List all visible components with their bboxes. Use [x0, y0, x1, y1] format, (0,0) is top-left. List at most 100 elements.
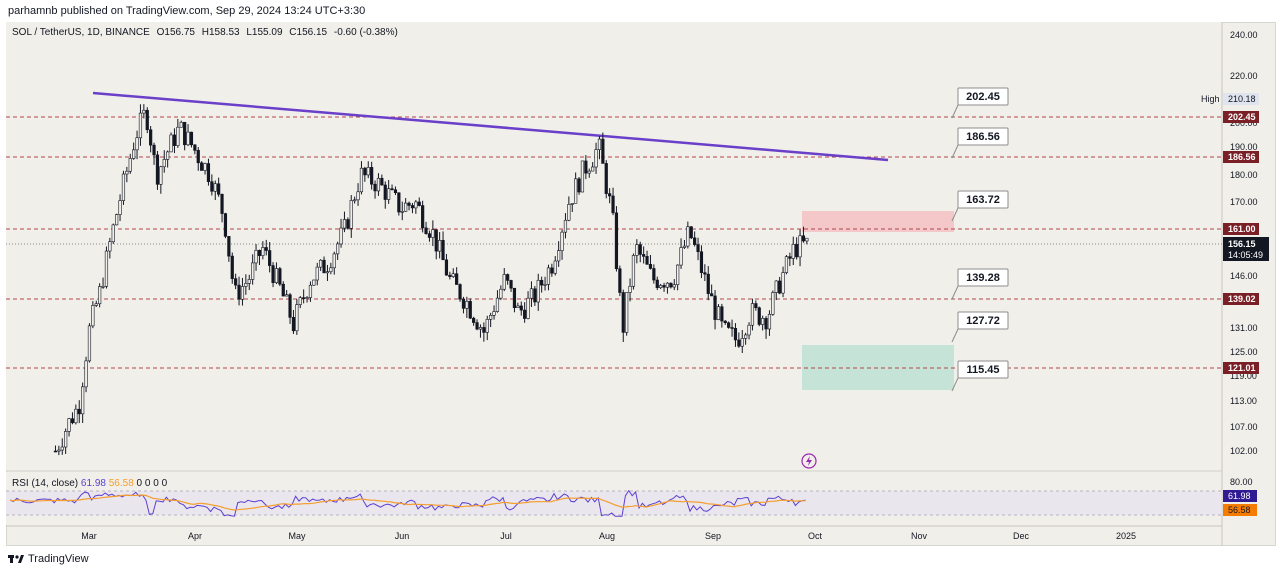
candle-body [230, 255, 234, 279]
level-tag-label: 202.45 [1228, 112, 1256, 122]
price-tick: 240.00 [1230, 30, 1258, 40]
callout-139-28[interactable]: 139.28 [951, 268, 1009, 300]
candle-body [696, 244, 700, 253]
callout-186-56[interactable]: 186.56 [951, 127, 1009, 159]
candle-body [281, 283, 285, 297]
price-pane [6, 22, 1222, 470]
candle-body [638, 244, 642, 255]
callout-202-45[interactable]: 202.45 [951, 87, 1009, 119]
candle-body [689, 226, 693, 239]
candle-body [655, 279, 659, 288]
callout-127-72[interactable]: 127.72 [951, 311, 1009, 343]
candle-body [376, 177, 381, 192]
candle-body [115, 214, 119, 226]
candle-body [118, 200, 122, 215]
candle-body [431, 229, 435, 238]
candle-body [516, 305, 520, 308]
candle-body [359, 167, 364, 193]
candle-body [645, 256, 649, 265]
candle-body [536, 279, 540, 303]
candle-body [315, 266, 319, 281]
candle-body [247, 279, 251, 284]
rsi-ma-tag-label: 56.58 [1228, 505, 1251, 515]
candle-body [451, 273, 455, 277]
time-tick: Dec [1013, 531, 1030, 541]
candle-body [53, 450, 58, 453]
candle-body [682, 245, 687, 248]
candle-body [223, 213, 228, 237]
level-tag-label: 139.02 [1228, 294, 1256, 304]
footer[interactable]: TradingView [8, 553, 89, 565]
candle-body [70, 418, 75, 424]
time-tick: Mar [81, 531, 97, 541]
callout-115-45[interactable]: 115.45 [951, 360, 1009, 392]
supply-zone[interactable] [802, 211, 954, 232]
candle-body [754, 303, 758, 309]
candle-body [353, 199, 357, 202]
candle-body [291, 317, 296, 332]
candle-body [662, 285, 666, 288]
price-tick: 107.00 [1230, 422, 1258, 432]
candle-body [771, 292, 775, 315]
candle-body [750, 303, 755, 326]
candle-body [414, 201, 418, 209]
candle-body [60, 446, 64, 451]
candle-body [373, 183, 377, 192]
candle-body [543, 284, 547, 286]
candle-body [499, 288, 503, 299]
candle-body [540, 279, 544, 286]
candle-body [227, 236, 231, 257]
candle-body [744, 334, 748, 339]
candle-body [713, 295, 717, 320]
callout-label: 186.56 [966, 131, 1000, 143]
level-tag-label: 121.01 [1228, 363, 1256, 373]
candle-body [509, 280, 513, 289]
candle-body [784, 256, 789, 273]
candle-body [421, 205, 425, 229]
candle-body [332, 253, 336, 269]
candle-body [220, 193, 224, 214]
candle-body [251, 262, 255, 280]
price-tick: 170.00 [1230, 197, 1258, 207]
candle-body [652, 268, 656, 281]
candle-body [798, 235, 802, 258]
candle-body [727, 322, 731, 328]
rsi-legend[interactable]: RSI (14, close) 61.98 56.58 0 0 0 0 [12, 478, 167, 489]
candle-body [591, 166, 595, 172]
candle-body [805, 237, 809, 242]
candle-body [128, 158, 132, 172]
rsi-tick: 80.00 [1230, 477, 1253, 487]
callout-163-72[interactable]: 163.72 [951, 190, 1009, 222]
callouts[interactable]: 202.45 186.56 163.72 139.28 127.72 115.45 [951, 87, 1009, 392]
candle-body [210, 181, 214, 192]
candle-body [706, 273, 710, 294]
candle-body [801, 235, 806, 242]
candle-body [757, 307, 761, 325]
candle-body [322, 259, 326, 274]
candle-body [196, 150, 200, 164]
candle-body [325, 271, 330, 274]
candle-body [244, 283, 248, 287]
candle-body [672, 284, 676, 288]
level-tag [1223, 111, 1259, 123]
candle-body [366, 167, 370, 176]
time-tick: Sep [705, 531, 721, 541]
candle-body [587, 170, 591, 174]
symbol-legend[interactable]: SOL / TetherUS, 1D, BINANCE O156.75 H158… [12, 27, 402, 38]
candle-body [574, 178, 578, 204]
candle-body [94, 303, 98, 306]
rsi-tag-label: 61.98 [1228, 491, 1251, 501]
lightning-icon[interactable] [801, 453, 817, 469]
candle-body [370, 167, 374, 185]
time-tick: Aug [599, 531, 615, 541]
callout-label: 163.72 [966, 194, 1000, 206]
candle-body [285, 294, 289, 297]
candle-body [665, 282, 670, 288]
candle-body [407, 202, 411, 206]
rsi-ma-tag [1223, 504, 1257, 516]
rsi-extra-3: 0 [161, 478, 168, 489]
candle-body [519, 305, 523, 311]
candle-body [363, 167, 367, 176]
trendline[interactable] [92, 91, 889, 162]
